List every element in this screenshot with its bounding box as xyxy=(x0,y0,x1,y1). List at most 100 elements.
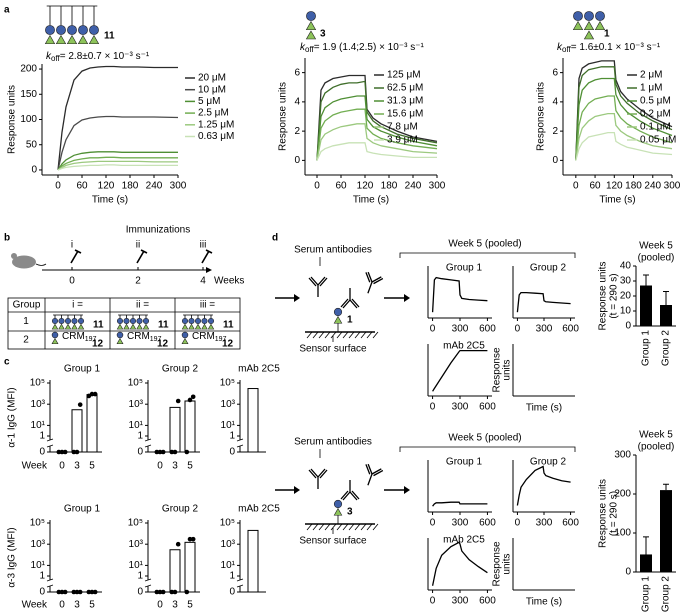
week-axis-label: Week xyxy=(22,600,48,611)
y-axis-label: Response units xyxy=(598,262,609,331)
dose-label: iii xyxy=(200,240,207,251)
glycan-residue xyxy=(207,317,215,325)
antibody xyxy=(308,468,328,489)
glycan-spacer xyxy=(64,323,72,330)
y-tick-label: 50 xyxy=(26,139,38,150)
curve xyxy=(316,74,438,161)
y-tick-label: 0 xyxy=(294,155,300,166)
x-tick-label: Group 2 xyxy=(661,576,672,613)
chart-title: Week 5 xyxy=(639,430,673,441)
curve xyxy=(316,142,437,161)
y-tick-label: 10³ xyxy=(31,399,46,410)
data-point xyxy=(92,589,98,595)
glycan-spacer xyxy=(51,337,59,345)
y-tick-label: 1 xyxy=(39,571,45,582)
y-axis-label: Response units xyxy=(536,82,547,151)
glycan-residue xyxy=(201,317,208,325)
chart-title: Week 5 xyxy=(639,241,673,252)
data-point xyxy=(169,449,175,455)
glycan-label: 12 xyxy=(222,339,234,350)
y-tick-label: 0 xyxy=(39,447,45,458)
koff: koff= 1.6±0.1 × 10⁻³ s⁻¹ xyxy=(557,42,661,54)
y-tick-label: 6 xyxy=(294,67,300,78)
data-point xyxy=(59,589,65,595)
week-label: 2 xyxy=(135,276,141,287)
glycan-spacer xyxy=(207,323,215,330)
x-tick-label: 0 xyxy=(55,181,61,192)
x-axis-label: Time (s) xyxy=(526,597,562,608)
chart-title: Group 2 xyxy=(530,263,567,274)
x-tick-label: 5 xyxy=(89,600,95,611)
chart-title: Group 1 xyxy=(64,504,101,515)
axis-break xyxy=(46,578,54,588)
data-point xyxy=(62,449,68,455)
y-tick-label: 2 xyxy=(294,126,300,137)
data-point xyxy=(92,391,98,397)
carrier: CRM197 xyxy=(192,331,227,343)
antibody xyxy=(365,271,384,294)
syringe xyxy=(70,249,82,264)
glycan-residue xyxy=(333,307,343,317)
y-tick-label: 30 xyxy=(620,276,632,287)
data-point xyxy=(71,589,77,595)
carrier-subscript: 197 xyxy=(215,336,227,343)
y-tick-label: 10⁵ xyxy=(220,378,235,389)
error-bar xyxy=(663,483,669,491)
x-tick-label: 600 xyxy=(562,324,579,335)
y-tick-label: 10⁵ xyxy=(30,378,45,389)
y-tick-label: 10³ xyxy=(31,539,46,550)
curve xyxy=(431,276,488,313)
x-tick-label: 180 xyxy=(122,181,139,192)
curve xyxy=(57,164,178,171)
curve xyxy=(57,151,178,171)
y-tick-label: 10¹ xyxy=(31,560,46,571)
y-tick-label: 10¹ xyxy=(129,420,144,431)
x-tick-label: 0 xyxy=(573,181,579,192)
data-point xyxy=(77,589,83,595)
chart-title: mAb 2C5 xyxy=(238,504,280,515)
glycan-residue xyxy=(306,11,316,21)
y-tick-label: 10⁵ xyxy=(128,378,143,389)
glycan-residue xyxy=(595,11,605,21)
glycan-spacer xyxy=(583,30,595,40)
diagram-label: Sensor surface xyxy=(299,536,367,547)
panel-label: b xyxy=(4,233,10,244)
glycan-residue xyxy=(142,317,150,325)
glycan-spacer xyxy=(305,20,317,31)
koff-symbol: k xyxy=(557,42,563,53)
glycan-residue xyxy=(584,11,594,21)
chart-title: Group 2 xyxy=(162,364,199,375)
legend-label: 2.5 μM xyxy=(198,108,229,119)
x-tick-label: 0 xyxy=(59,461,65,472)
antibody xyxy=(340,288,360,309)
curve xyxy=(575,131,673,161)
legend-label: 125 μM xyxy=(387,70,421,81)
y-tick-label: 10⁵ xyxy=(220,518,235,529)
bar xyxy=(184,400,196,453)
x-axis-label: Time (s) xyxy=(526,403,562,414)
x-tick-label: 300 xyxy=(536,518,553,529)
glycan-residue xyxy=(56,25,66,35)
legend-label: 2 μM xyxy=(640,70,662,81)
bar xyxy=(86,394,98,453)
data-point xyxy=(172,589,178,595)
data-point xyxy=(89,589,95,595)
syringe xyxy=(201,249,213,264)
chart-title: Group 1 xyxy=(64,364,101,375)
glycan-label: 12 xyxy=(157,339,169,350)
curve xyxy=(575,112,673,161)
diagram-label: Serum antibodies xyxy=(294,437,372,448)
data-point xyxy=(74,589,80,595)
glycan-spacer xyxy=(583,20,595,31)
y-tick-label: 0 xyxy=(625,567,631,578)
glycan-spacer xyxy=(116,337,124,345)
panel-label: c xyxy=(4,357,10,368)
glycan-residue xyxy=(194,317,202,325)
glycan-bracket xyxy=(118,314,148,319)
curve xyxy=(431,541,488,586)
data-point xyxy=(77,402,83,407)
glycan-residue xyxy=(129,317,137,325)
x-tick-label: 180 xyxy=(625,181,642,192)
data-point xyxy=(160,589,166,595)
panel-label: a xyxy=(4,5,10,16)
